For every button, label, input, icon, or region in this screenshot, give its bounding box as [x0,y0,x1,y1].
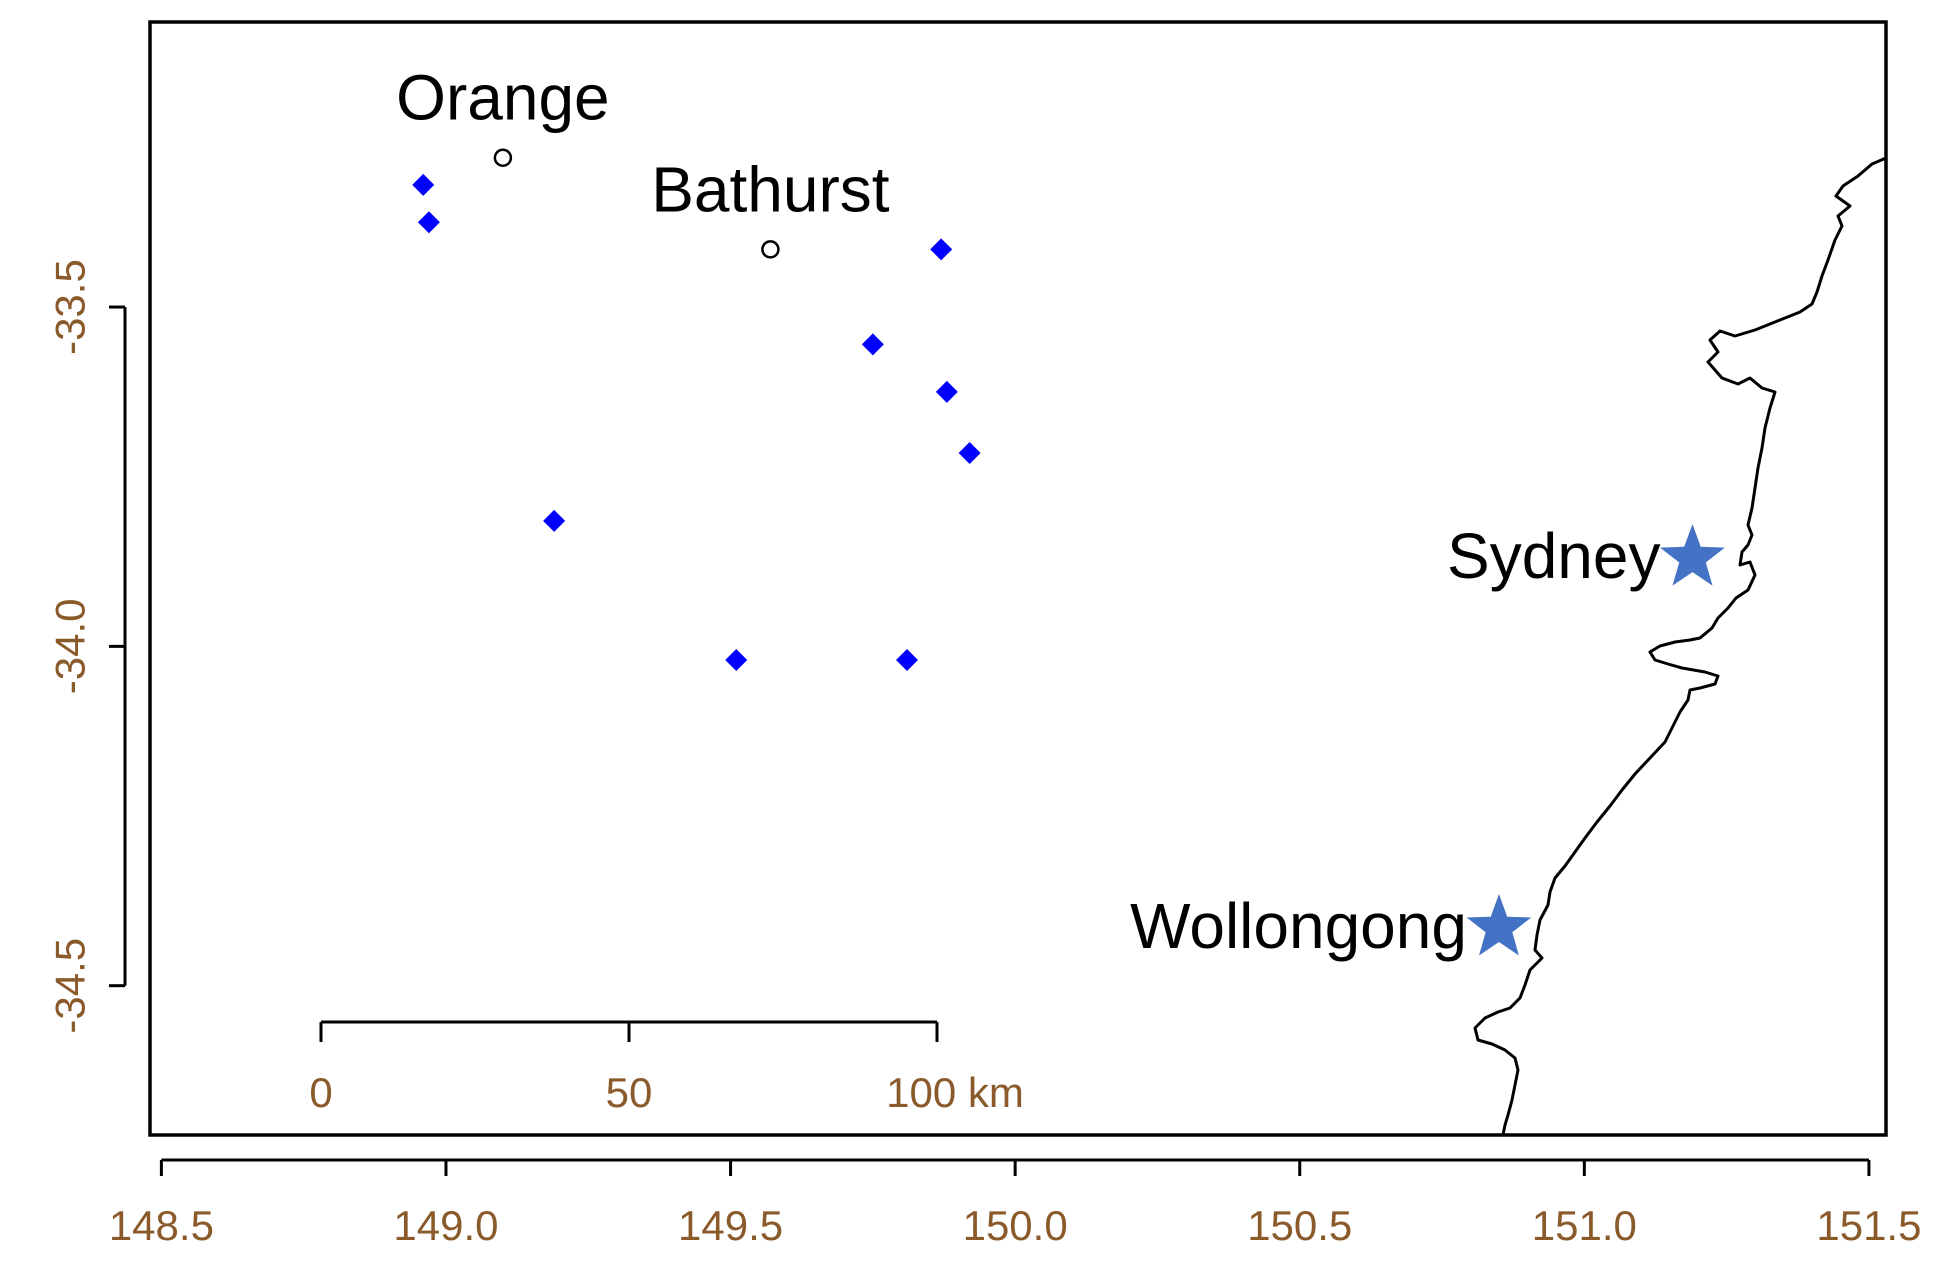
city-star-sydney [1660,524,1725,586]
y-tick-label: -34.5 [47,938,94,1034]
station-marker [725,648,748,671]
station-marker [543,509,566,532]
plot-frame [148,20,1888,1137]
station-marker [930,238,953,261]
sampling-stations [412,173,981,671]
city-star-wollongong [1466,894,1532,956]
city-marker-orange [493,148,513,167]
x-tick-label: 149.0 [393,1202,498,1249]
x-tick-label: 151.5 [1816,1202,1921,1249]
scale-bar-label: 50 [606,1069,653,1116]
city-label-orange: Orange [396,62,609,134]
coastline [1473,156,1887,1136]
city-label-sydney: Sydney [1447,520,1660,592]
city-marker-bathurst [761,240,780,259]
x-tick-label: 149.5 [678,1202,783,1249]
station-marker [861,333,884,356]
scale-bar-label: 100 km [886,1069,1024,1116]
station-marker [417,211,440,234]
city-markers: Orange Bathurst Sydney Wollongong [396,62,1725,962]
y-tick-label: -33.5 [47,259,94,355]
x-axis: 148.5 149.0 149.5 150.0 150.5 151.0 151.5 [109,1158,1921,1249]
x-tick-label: 151.0 [1532,1202,1637,1249]
x-tick-label: 150.0 [963,1202,1068,1249]
city-label-bathurst: Bathurst [651,153,890,225]
station-marker [935,380,958,403]
y-tick-label: -34.0 [47,598,94,694]
y-axis: -33.5 -34.0 -34.5 [47,259,127,1034]
city-label-wollongong: Wollongong [1130,890,1467,962]
station-marker [412,173,435,196]
x-tick-label: 148.5 [109,1202,214,1249]
station-marker [896,648,919,671]
station-marker [958,441,981,464]
scale-bar-label: 0 [309,1069,332,1116]
x-tick-label: 150.5 [1247,1202,1352,1249]
scale-bar: 0 50 100 km [309,1020,1024,1116]
